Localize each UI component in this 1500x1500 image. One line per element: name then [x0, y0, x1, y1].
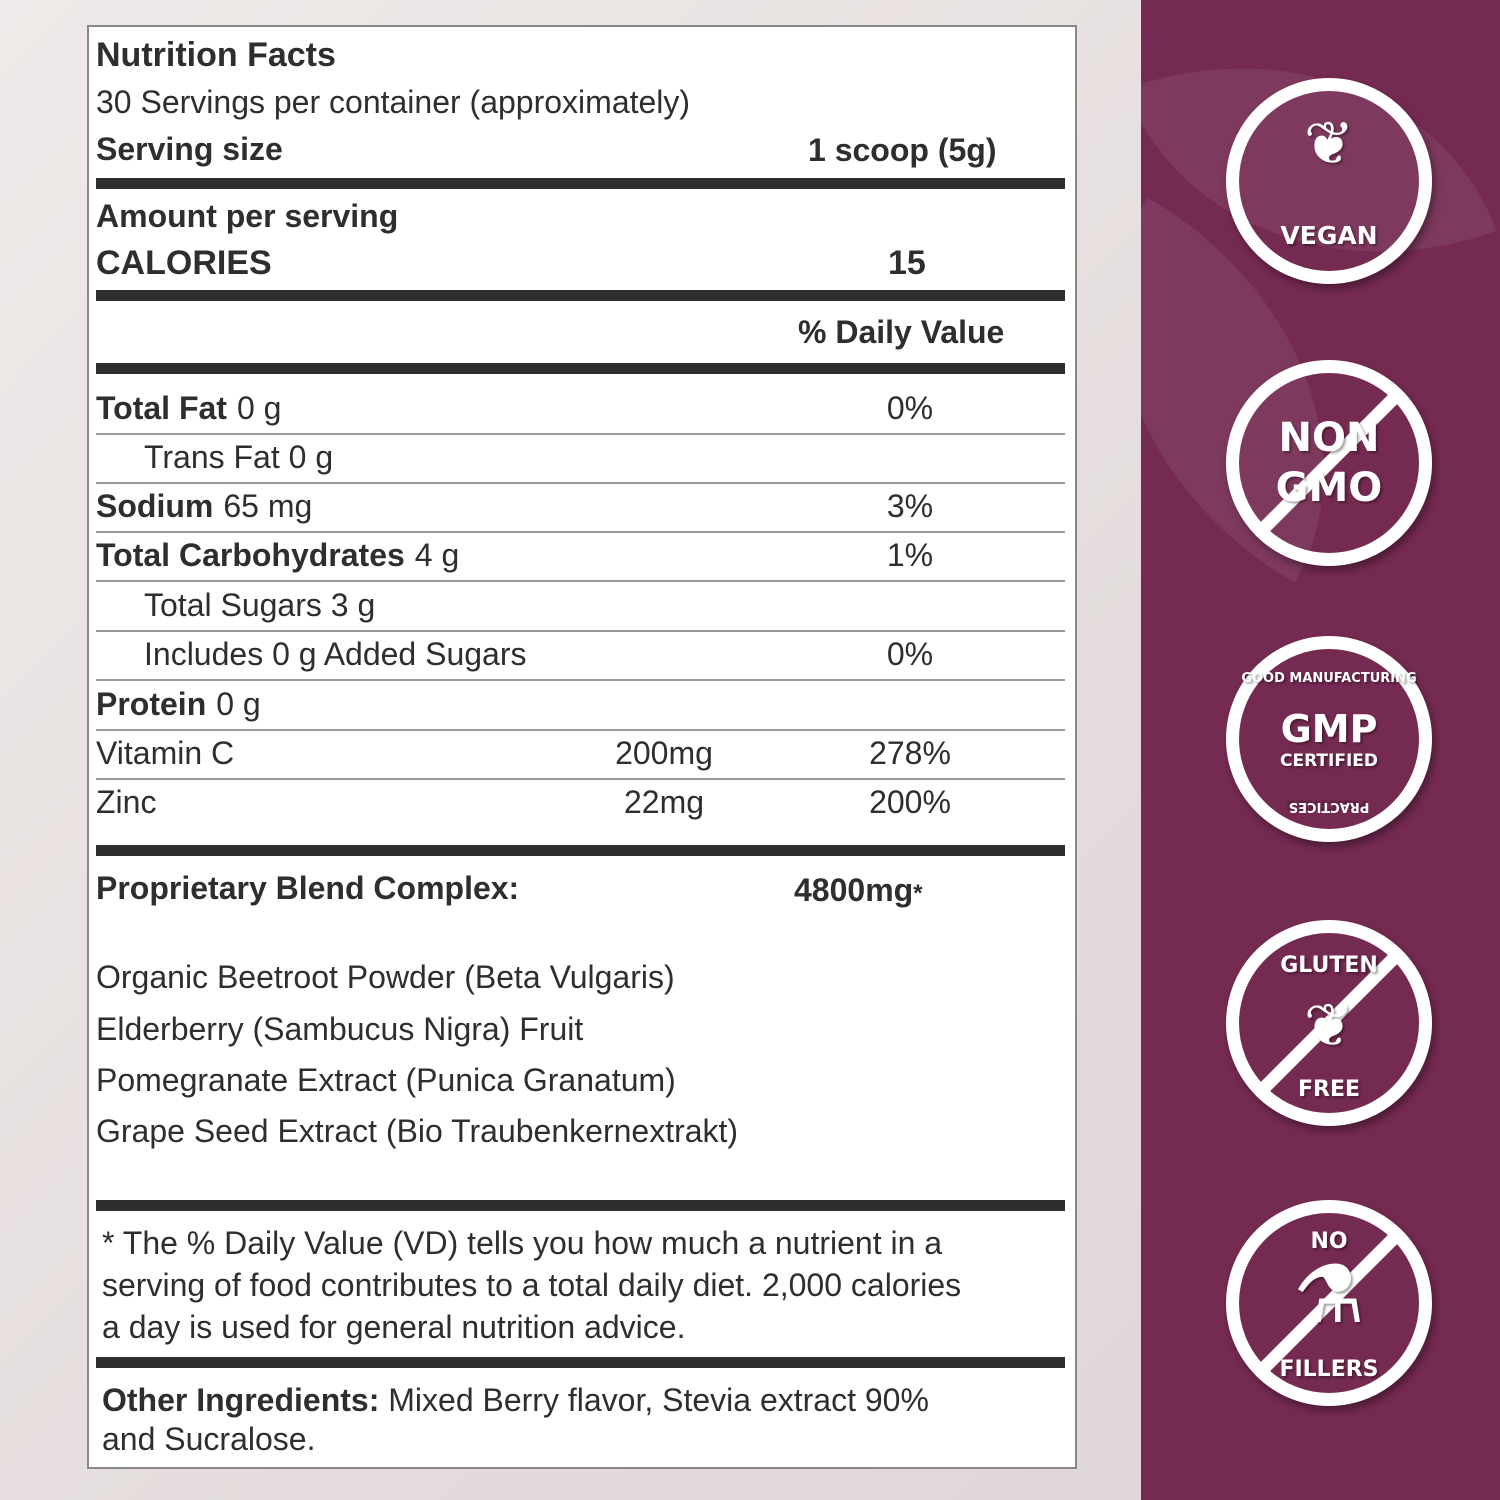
gluten-free-badge: GLUTEN ❦ FREE: [1226, 920, 1432, 1126]
blend-ingredient: Organic Beetroot Powder (Beta Vulgaris): [96, 959, 675, 995]
blend-ingredient: Elderberry (Sambucus Nigra) Fruit: [96, 1011, 584, 1047]
nutrient-row: Protein 0 g: [96, 688, 261, 720]
row-divider: [96, 679, 1065, 681]
gmp-bottom-text: PRACTICES: [1288, 799, 1370, 814]
blend-ingredient: Grape Seed Extract (Bio Traubenkernextra…: [96, 1113, 739, 1149]
fillers-text: FILLERS: [1279, 1357, 1379, 1382]
row-divider: [96, 482, 1065, 484]
nutrient-daily-value: 0%: [886, 636, 934, 672]
nutrient-amount: 65 mg: [223, 488, 313, 524]
gmp-text: GMP: [1280, 707, 1378, 751]
nutrient-row: Zinc: [96, 786, 156, 818]
nutrient-name: Vitamin C: [96, 735, 235, 771]
serving-size-label: Serving size: [96, 131, 283, 167]
nutrient-amount: 200mg: [615, 735, 713, 771]
nutrient-name: Total Sugars 3 g: [144, 587, 376, 623]
gluten-text: GLUTEN: [1280, 953, 1378, 978]
divider: [96, 290, 1065, 301]
nutrient-amount: 0 g: [216, 686, 261, 722]
nutrient-name: Total Fat: [96, 390, 227, 426]
divider: [96, 363, 1065, 374]
other-ingredients-text: Mixed Berry flavor, Stevia extract 90%: [379, 1382, 929, 1418]
daily-value-header: % Daily Value: [798, 314, 1005, 350]
calories-label: CALORIES: [96, 244, 272, 282]
nutrient-row: Includes 0 g Added Sugars: [144, 638, 527, 670]
nutrient-daily-value: 200%: [869, 784, 951, 820]
row-divider: [96, 433, 1065, 435]
divider: [96, 178, 1065, 189]
nutrient-row: Sodium 65 mg: [96, 490, 312, 522]
gmp-top-text: GOOD MANUFACTURING: [1241, 671, 1417, 686]
nutrient-row: Trans Fat 0 g: [144, 441, 333, 473]
nutrient-amount: 22mg: [623, 784, 705, 820]
nutrient-name: Trans Fat 0 g: [144, 439, 334, 475]
footnote-line: serving of food contributes to a total d…: [102, 1267, 962, 1303]
row-divider: [96, 778, 1065, 780]
nutrient-row: Vitamin C: [96, 737, 234, 769]
gmp-certified-text: CERTIFIED: [1280, 751, 1378, 771]
nutrient-row: Total Fat 0 g: [96, 392, 281, 424]
nutrient-amount: 4 g: [414, 537, 460, 573]
no-fillers-badge: NO ⚗ FILLERS: [1226, 1200, 1432, 1406]
prohibition-slash-icon: [1253, 387, 1405, 539]
row-divider: [96, 580, 1065, 582]
nutrient-name: Protein: [96, 686, 207, 722]
nutrient-name: Sodium: [96, 488, 214, 524]
nutrient-daily-value: 3%: [886, 488, 934, 524]
other-ingredients-label: Other Ingredients:: [102, 1382, 380, 1418]
blend-label: Proprietary Blend Complex:: [96, 870, 520, 906]
vegan-text: VEGAN: [1280, 221, 1378, 250]
nutrient-daily-value: 1%: [886, 537, 934, 573]
wheat-icon: ❦: [1303, 109, 1355, 179]
divider: [96, 845, 1065, 856]
divider: [96, 1200, 1065, 1211]
vegan-badge: ❦ VEGAN: [1226, 78, 1432, 284]
blend-asterisk: *: [913, 880, 923, 907]
row-divider: [96, 729, 1065, 731]
other-ingredients-text: and Sucralose.: [102, 1421, 316, 1457]
calories-value: 15: [888, 244, 926, 282]
footnote-line: * The % Daily Value (VD) tells you how m…: [102, 1225, 943, 1261]
gmo-text: GMO: [1275, 465, 1383, 511]
nutrient-row: Total Sugars 3 g: [144, 589, 375, 621]
no-text: NO: [1310, 1229, 1348, 1254]
nutrition-facts-label: [87, 25, 1077, 1469]
label-title: Nutrition Facts: [96, 36, 336, 74]
row-divider: [96, 531, 1065, 533]
flask-icon: ⚗: [1293, 1248, 1365, 1341]
free-text: FREE: [1297, 1077, 1361, 1102]
nutrient-name: Includes 0 g Added Sugars: [144, 636, 527, 672]
nutrient-amount: 0 g: [236, 390, 282, 426]
gmp-badge: GOOD MANUFACTURING GMP CERTIFIED PRACTIC…: [1226, 636, 1432, 842]
nutrient-daily-value: 0%: [886, 390, 934, 426]
nutrient-name: Zinc: [96, 784, 157, 820]
blend-ingredient: Pomegranate Extract (Punica Granatum): [96, 1062, 676, 1098]
wheat-icon: ❦: [1303, 991, 1355, 1061]
blend-amount: 4800mg: [794, 872, 914, 908]
non-gmo-badge: NON GMO: [1226, 360, 1432, 566]
divider: [96, 1357, 1065, 1368]
nutrient-daily-value: 278%: [869, 735, 951, 771]
servings-per-container: 30 Servings per container (approximately…: [96, 84, 691, 120]
serving-size-value: 1 scoop (5g): [808, 132, 997, 168]
amount-per-serving: Amount per serving: [96, 198, 399, 234]
non-text: NON: [1278, 415, 1380, 461]
footnote-line: a day is used for general nutrition advi…: [102, 1309, 686, 1345]
row-divider: [96, 630, 1065, 632]
nutrient-name: Total Carbohydrates: [96, 537, 405, 573]
nutrient-row: Total Carbohydrates 4 g: [96, 539, 459, 571]
